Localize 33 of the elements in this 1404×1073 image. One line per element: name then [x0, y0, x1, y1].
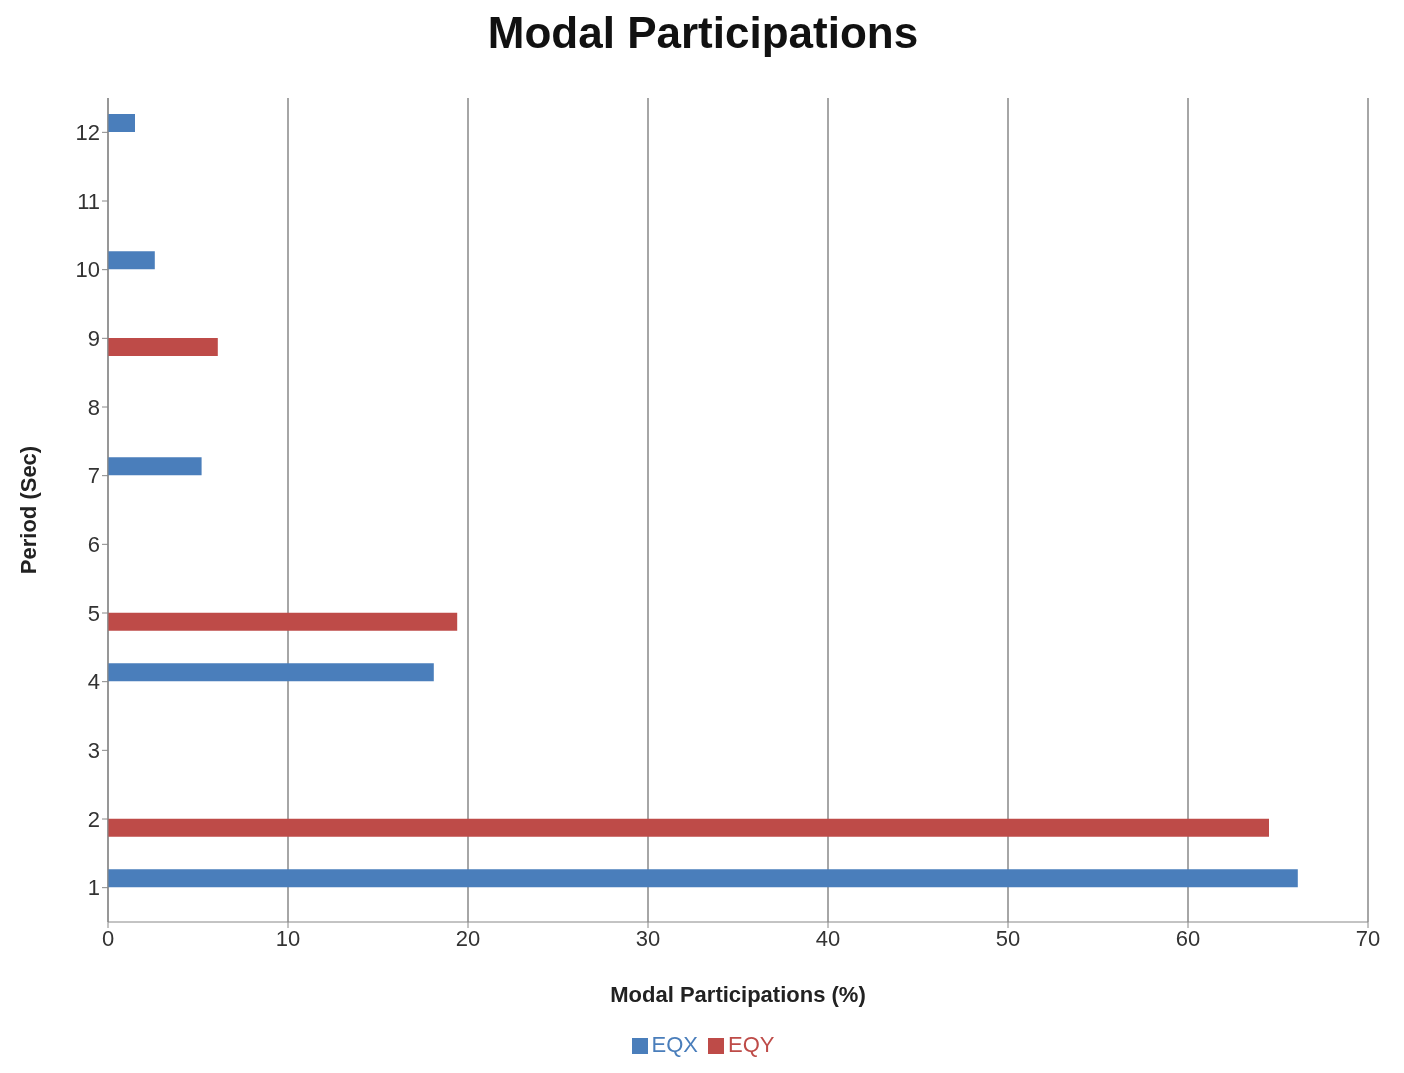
x-tick-label: 10 [275, 925, 301, 951]
y-tick-label: 4 [87, 669, 100, 695]
y-tick-label: 11 [77, 188, 100, 214]
legend-label: EQX [651, 1032, 698, 1057]
y-tick-label: 9 [87, 326, 100, 352]
bar [108, 612, 458, 631]
y-tick-label: 3 [87, 738, 100, 764]
x-tick-label: 50 [995, 925, 1021, 951]
y-tick-label: 7 [87, 463, 100, 489]
bar [108, 663, 434, 682]
x-tick-label: 70 [1355, 925, 1381, 951]
bar [108, 457, 202, 476]
y-axis-title: Period (Sec) [15, 445, 41, 575]
y-tick-label: 2 [87, 806, 100, 832]
x-tick-label: 30 [635, 925, 661, 951]
chart-title: Modal Participations [486, 8, 920, 59]
y-tick-label: 10 [75, 257, 100, 283]
bar [108, 114, 135, 132]
x-tick-label: 40 [815, 925, 841, 951]
x-tick-label: 20 [455, 925, 481, 951]
bar [108, 338, 218, 356]
y-tick-label: 1 [87, 875, 100, 901]
bar [108, 818, 1269, 837]
x-axis-title: Modal Participations (%) [610, 982, 866, 1007]
y-tick-label: 6 [87, 532, 100, 558]
bar [108, 251, 155, 270]
legend-label: EQY [728, 1032, 775, 1057]
x-tick-label: 0 [101, 925, 115, 951]
x-tick-label: 60 [1175, 925, 1201, 951]
bar [108, 869, 1298, 888]
y-tick-label: 8 [87, 394, 100, 420]
y-tick-label: 12 [75, 120, 100, 146]
y-tick-label: 5 [87, 600, 100, 626]
